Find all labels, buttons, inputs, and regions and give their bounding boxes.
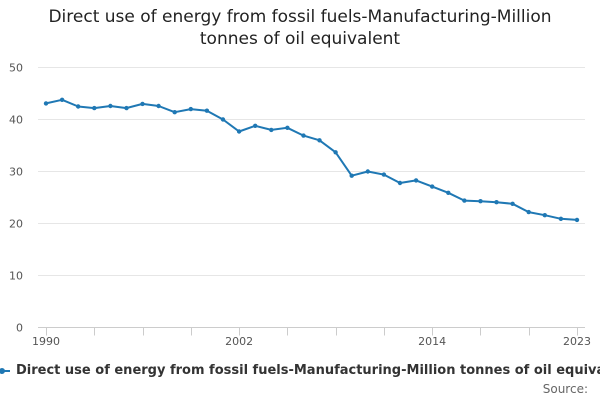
data-point[interactable] — [172, 110, 177, 115]
data-point[interactable] — [365, 169, 370, 174]
y-gridlines — [38, 67, 585, 276]
data-point[interactable] — [349, 173, 354, 178]
data-point[interactable] — [92, 105, 97, 111]
data-point[interactable] — [269, 127, 274, 133]
data-point[interactable] — [446, 190, 451, 195]
data-point[interactable] — [108, 103, 113, 109]
data-point[interactable] — [253, 123, 258, 128]
y-axis-labels: 0 10 20 30 40 50 — [9, 62, 23, 335]
data-point[interactable] — [526, 209, 531, 215]
data-point[interactable] — [478, 199, 483, 204]
data-point[interactable] — [397, 180, 403, 186]
y-tick-label: 50 — [9, 62, 23, 75]
data-point[interactable] — [188, 106, 193, 112]
y-tick-label: 20 — [9, 218, 23, 231]
data-point[interactable] — [236, 129, 242, 134]
series-line[interactable] — [45, 98, 578, 221]
y-tick-label: 0 — [16, 322, 23, 335]
data-point[interactable] — [301, 133, 306, 138]
data-series — [43, 97, 580, 223]
chart-title: Direct use of energy from fossil fuels-M… — [0, 6, 600, 50]
x-tick-label: 1990 — [32, 335, 60, 348]
legend-label: Direct use of energy from fossil fuels-M… — [16, 363, 600, 378]
data-point[interactable] — [76, 104, 81, 109]
data-point[interactable] — [43, 101, 49, 106]
data-point[interactable] — [220, 117, 226, 122]
data-point[interactable] — [333, 150, 338, 155]
data-point[interactable] — [430, 184, 435, 189]
data-point[interactable] — [59, 97, 65, 103]
data-point[interactable] — [558, 216, 564, 221]
chart-title-line-1: Direct use of energy from fossil fuels-M… — [48, 7, 552, 27]
data-point[interactable] — [317, 138, 322, 143]
x-axis: 1990 2002 2014 2023 — [32, 327, 591, 348]
chart-title-line-2: tonnes of oil equivalent — [199, 29, 401, 49]
y-tick-label: 40 — [9, 114, 23, 127]
data-point[interactable] — [413, 178, 419, 183]
legend-marker-icon — [0, 365, 10, 377]
x-tick-label: 2002 — [225, 335, 253, 348]
legend[interactable]: Direct use of energy from fossil fuels-M… — [0, 363, 600, 383]
y-tick-label: 30 — [9, 166, 23, 179]
data-point[interactable] — [542, 213, 547, 218]
data-point[interactable] — [494, 200, 499, 205]
credits[interactable]: Source: — [542, 382, 588, 396]
data-point[interactable] — [510, 201, 515, 206]
data-point[interactable] — [124, 105, 129, 111]
x-tick-label: 2023 — [563, 335, 591, 348]
data-point[interactable] — [381, 172, 387, 177]
data-point[interactable] — [285, 125, 290, 130]
data-point[interactable] — [156, 103, 161, 109]
data-point[interactable] — [574, 217, 580, 223]
data-point[interactable] — [462, 198, 467, 203]
y-tick-label: 10 — [9, 270, 23, 283]
x-tick-label: 2014 — [418, 335, 446, 348]
data-point[interactable] — [140, 101, 145, 107]
data-point[interactable] — [204, 108, 210, 113]
